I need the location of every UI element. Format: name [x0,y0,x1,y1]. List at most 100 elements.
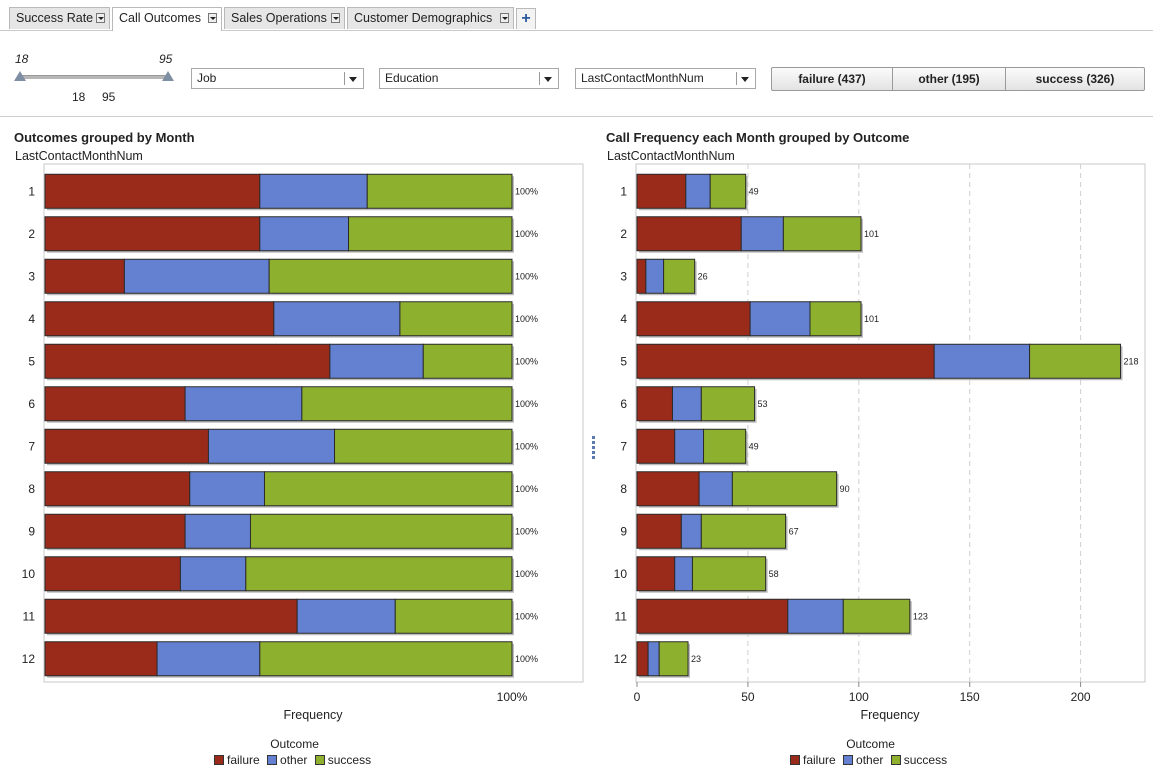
bar-segment-success [245,556,513,592]
left-chart-legend: Outcome failure other success [214,737,375,767]
y-tick-label: 8 [28,482,35,496]
y-tick-label: 2 [28,227,35,241]
y-tick-label: 12 [614,652,628,666]
bar-segment-failure [44,513,186,549]
slider-low-handle[interactable] [14,71,26,81]
bar-segment-failure [44,386,186,422]
bar-segment-failure [44,343,331,379]
chevron-down-icon [544,77,552,82]
bar-segment-failure [636,641,649,677]
bar-segment-failure [44,216,261,252]
legend-item-other[interactable]: other [843,753,885,767]
age-range-slider[interactable] [20,75,168,79]
y-tick-label: 11 [615,609,628,623]
bar-total-label: 100% [515,356,538,366]
failure-button[interactable]: failure (437) [772,68,893,90]
bar-total-label: 100% [515,399,538,409]
bar-segment-success [259,641,513,677]
x-axis-title: Frequency [860,708,920,722]
y-tick-label: 11 [23,609,36,623]
y-tick-label: 2 [620,227,627,241]
panel-splitter-handle[interactable] [592,436,595,461]
slider-low-value: 18 [72,90,86,104]
bar-total-label: 101 [864,314,879,324]
bar-segment-failure [44,556,181,592]
slider-min-label: 18 [15,52,29,66]
bar-segment-success [263,471,513,507]
bar-segment-failure [44,471,191,507]
bar-segment-success [709,173,747,209]
y-tick-label: 7 [28,439,35,453]
bar-total-label: 100% [515,526,538,536]
bar-total-label: 100% [515,611,538,621]
bar-segment-failure [636,471,700,507]
legend-item-success[interactable]: success [314,753,373,767]
bar-total-label: 49 [749,441,759,451]
slider-high-handle[interactable] [162,71,174,81]
y-tick-label: 4 [28,312,35,326]
tab-label: Call Outcomes [119,11,201,25]
month-dropdown[interactable]: LastContactMonthNum [575,68,756,89]
bar-segment-failure [44,258,125,294]
y-tick-label: 7 [620,439,627,453]
bar-segment-success [731,471,838,507]
success-button[interactable]: success (326) [1035,72,1115,86]
tab-sales-operations[interactable]: Sales Operations [224,7,345,29]
y-tick-label: 3 [620,269,627,283]
bar-segment-other [273,301,401,337]
bar-total-label: 100% [515,314,538,324]
tab-call-outcomes[interactable]: Call Outcomes [112,7,222,31]
plot-frame [635,163,1146,683]
bar-segment-failure [44,598,298,634]
chevron-down-icon[interactable] [331,13,340,23]
bar-segment-failure [636,173,687,209]
y-tick-label: 6 [620,397,627,411]
right-chart-title: Call Frequency each Month grouped by Out… [606,130,910,145]
bar-segment-success [249,513,513,549]
y-tick-label: 10 [22,567,36,581]
outcome-button-group: failure (437) other (195) success (326) [771,67,1145,91]
y-tick-label: 10 [614,567,628,581]
education-dropdown[interactable]: Education [379,68,559,89]
tab-bar: Success Rate Call Outcomes Sales Operati… [0,0,1153,31]
x-tick-label: 100 [849,690,869,704]
legend-item-success[interactable]: success [890,753,949,767]
bar-segment-other [671,386,702,422]
bar-segment-success [691,556,767,592]
bar-total-label: 49 [749,186,759,196]
add-tab-button[interactable]: + [516,8,536,29]
bar-segment-other [698,471,733,507]
y-tick-label: 8 [620,482,627,496]
x-tick-label: 0 [634,690,641,704]
bar-segment-success [366,173,513,209]
bar-segment-success [842,598,911,634]
tab-customer-demographics[interactable]: Customer Demographics [347,7,514,29]
tab-success-rate[interactable]: Success Rate [9,7,110,29]
bar-total-label: 53 [758,399,768,409]
legend-item-failure[interactable]: failure [790,753,838,767]
bar-segment-failure [636,513,682,549]
education-dropdown-label: Education [385,71,439,85]
x-tick-label: 200 [1071,690,1091,704]
bar-segment-failure [636,258,647,294]
tab-label: Success Rate [16,11,94,25]
other-button[interactable]: other (195) [893,68,1006,90]
bar-segment-success [348,216,513,252]
bar-segment-other [189,471,265,507]
chevron-down-icon[interactable] [500,13,509,23]
x-tick-label: 50 [741,690,755,704]
legend-item-other[interactable]: other [267,753,309,767]
job-dropdown[interactable]: Job [191,68,364,89]
bar-segment-failure [636,216,742,252]
bar-segment-success [700,513,787,549]
bar-segment-other [179,556,247,592]
chevron-down-icon [741,77,749,82]
chevron-down-icon[interactable] [208,13,217,23]
bar-segment-other [933,343,1031,379]
bar-segment-other [680,513,702,549]
bar-segment-success [399,301,513,337]
legend-item-failure[interactable]: failure [214,753,262,767]
chevron-down-icon[interactable] [96,13,105,23]
bar-total-label: 90 [840,484,850,494]
